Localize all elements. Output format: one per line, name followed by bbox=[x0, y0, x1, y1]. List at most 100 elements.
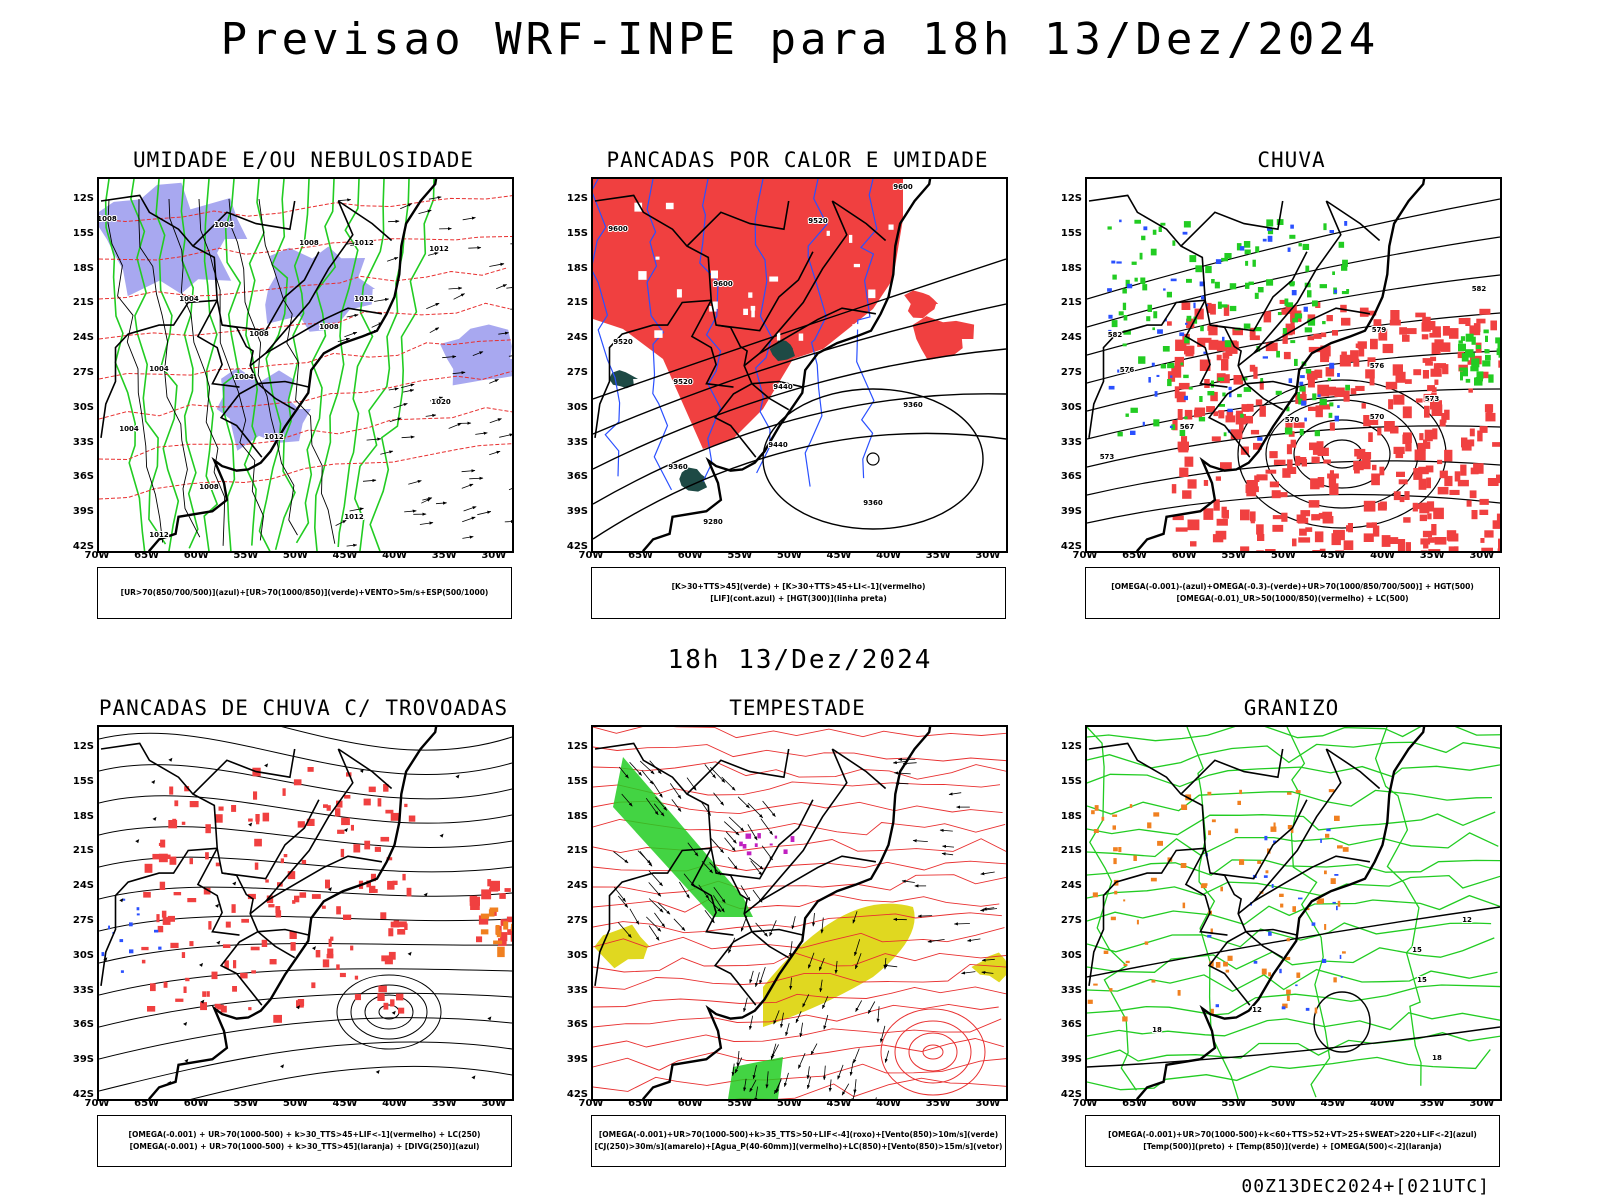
lon-tick-label: 40W bbox=[1370, 1098, 1396, 1109]
svg-text:1004: 1004 bbox=[119, 425, 139, 433]
svg-text:9600: 9600 bbox=[608, 225, 628, 233]
svg-text:1008: 1008 bbox=[299, 239, 319, 247]
svg-text:1008: 1008 bbox=[319, 323, 339, 331]
lon-tick-label: 55W bbox=[727, 550, 753, 561]
lon-tick-label: 65W bbox=[1122, 1098, 1148, 1109]
svg-text:9600: 9600 bbox=[893, 183, 913, 191]
lat-tick-label: 36S bbox=[566, 1019, 588, 1031]
lon-tick-label: 55W bbox=[727, 1098, 753, 1109]
lat-tick-label: 18S bbox=[72, 810, 94, 822]
lat-tick-label: 39S bbox=[72, 1054, 94, 1066]
lon-tick-label: 45W bbox=[826, 1098, 852, 1109]
lat-tick-label: 21S bbox=[1060, 845, 1082, 857]
lat-tick-label: 27S bbox=[566, 915, 588, 926]
svg-text:573: 573 bbox=[1100, 453, 1115, 461]
lon-tick-label: 45W bbox=[1320, 1098, 1346, 1109]
contour-label: 1004 bbox=[148, 364, 170, 374]
contour-label: 573 bbox=[1099, 452, 1116, 462]
lat-tick-label: 21S bbox=[72, 297, 94, 309]
lat-tick-label: 24S bbox=[1060, 880, 1082, 892]
lat-tick-label: 30S bbox=[72, 949, 94, 961]
svg-text:570: 570 bbox=[1370, 413, 1385, 421]
lon-tick-label: 65W bbox=[1122, 550, 1148, 561]
lon-tick-label: 55W bbox=[233, 550, 259, 561]
lon-tick-label: 65W bbox=[628, 550, 654, 561]
contour-label: 9440 bbox=[767, 440, 789, 450]
forecast-map-pancadas: 9600 9600 9520 9600 9520 9440 9520 9360 9440 9360… bbox=[591, 177, 1008, 553]
lat-tick-label: 36S bbox=[1060, 1019, 1082, 1031]
contour-label: 1008 bbox=[248, 329, 270, 339]
contour-label: 576 bbox=[1119, 365, 1136, 375]
contour-label: 18 bbox=[1431, 1053, 1443, 1063]
lat-tick-label: 24S bbox=[566, 880, 588, 892]
panel-legend: [OMEGA(-0.001)+UR>70(1000-500)+k<60+TTS>… bbox=[1085, 1115, 1500, 1167]
svg-text:1020: 1020 bbox=[431, 398, 451, 406]
contour-label: 9600 bbox=[892, 182, 914, 192]
contour-label: 9360 bbox=[667, 462, 689, 472]
lat-tick-label: 42S bbox=[1060, 541, 1082, 552]
svg-text:9600: 9600 bbox=[713, 280, 733, 288]
contour-label: 1012 bbox=[353, 294, 375, 304]
lon-tick-label: 30W bbox=[1469, 550, 1495, 561]
lon-tick-label: 65W bbox=[134, 550, 160, 561]
svg-text:12: 12 bbox=[1252, 1006, 1262, 1014]
contour-label: 12 bbox=[1461, 915, 1473, 925]
map-layer: 582 582 579 576 573 570 570 567 573 576 bbox=[1087, 179, 1500, 551]
contour-label: 582 bbox=[1107, 330, 1124, 340]
contour-label: 1004 bbox=[118, 424, 140, 434]
svg-text:1012: 1012 bbox=[354, 239, 374, 247]
lat-tick-label: 27S bbox=[566, 367, 588, 378]
contour-label: 1004 bbox=[233, 372, 255, 382]
lon-tick-label: 50W bbox=[776, 1098, 802, 1109]
contour-label: 15 bbox=[1411, 945, 1423, 955]
contour-label: 1012 bbox=[428, 244, 450, 254]
contour-label: 9280 bbox=[702, 517, 724, 527]
contour-label: 1012 bbox=[353, 238, 375, 248]
lat-tick-label: 42S bbox=[72, 541, 94, 552]
lon-tick-label: 45W bbox=[826, 550, 852, 561]
contour-label: 1008 bbox=[298, 238, 320, 248]
svg-text:576: 576 bbox=[1370, 362, 1385, 370]
lat-tick-label: 33S bbox=[72, 984, 94, 996]
lat-tick-label: 21S bbox=[72, 845, 94, 857]
lat-tick-label: 24S bbox=[566, 332, 588, 344]
svg-text:1008: 1008 bbox=[249, 330, 269, 338]
map-layer: 9600 9600 9520 9600 9520 9440 9520 9360 9440 9360… bbox=[593, 179, 1006, 551]
contour-label: 9600 bbox=[607, 224, 629, 234]
forecast-map-umidade: 1008 1004 1008 1008 1012 1012 1012 1004 1004 1008… bbox=[97, 177, 514, 553]
lon-tick-label: 60W bbox=[677, 550, 703, 561]
map-layer: 1008 1004 1008 1008 1012 1012 1012 1004 1004 1008… bbox=[99, 179, 512, 551]
forecast-map-granizo: 12 15 12 18 15 18 bbox=[1085, 725, 1502, 1101]
contour-label: 567 bbox=[1179, 422, 1196, 432]
lat-tick-label: 30S bbox=[1060, 401, 1082, 413]
lat-tick-label: 15S bbox=[1060, 227, 1082, 239]
contour-label: 1004 bbox=[213, 220, 235, 230]
lon-tick-label: 40W bbox=[382, 1098, 408, 1109]
panel-legend: [OMEGA(-0.001)-(azul)+OMEGA(-0.3)-(verde… bbox=[1085, 567, 1500, 619]
contour-label: 1008 bbox=[99, 214, 118, 224]
svg-text:573: 573 bbox=[1425, 395, 1440, 403]
lon-tick-label: 45W bbox=[1320, 550, 1346, 561]
lat-tick-label: 33S bbox=[1060, 984, 1082, 996]
lat-tick-label: 15S bbox=[72, 227, 94, 239]
lat-tick-label: 39S bbox=[1060, 506, 1082, 518]
svg-text:579: 579 bbox=[1372, 326, 1387, 334]
lon-tick-label: 30W bbox=[1469, 1098, 1495, 1109]
lon-tick-label: 50W bbox=[1270, 1098, 1296, 1109]
legend-line: [OMEGA(-0.001)+UR>70(1000-500)+k>35_TTS>… bbox=[598, 1130, 999, 1139]
forecast-map-chuva: 582 582 579 576 573 570 570 567 573 576 bbox=[1085, 177, 1502, 553]
svg-text:1012: 1012 bbox=[264, 433, 284, 441]
lon-tick-label: 60W bbox=[1171, 550, 1197, 561]
lat-tick-label: 15S bbox=[1060, 775, 1082, 787]
svg-text:15: 15 bbox=[1412, 946, 1422, 954]
lat-tick-label: 33S bbox=[72, 436, 94, 448]
svg-text:9280: 9280 bbox=[703, 518, 723, 526]
lat-tick-label: 24S bbox=[1060, 332, 1082, 344]
lon-tick-label: 35W bbox=[431, 1098, 457, 1109]
lat-tick-label: 27S bbox=[72, 367, 94, 378]
lat-tick-label: 33S bbox=[566, 436, 588, 448]
lon-tick-label: 35W bbox=[1419, 550, 1445, 561]
panel-legend: [OMEGA(-0.001) + UR>70(1000-500) + k>30_… bbox=[97, 1115, 512, 1167]
lon-tick-label: 70W bbox=[578, 1098, 604, 1109]
svg-text:1008: 1008 bbox=[199, 483, 219, 491]
